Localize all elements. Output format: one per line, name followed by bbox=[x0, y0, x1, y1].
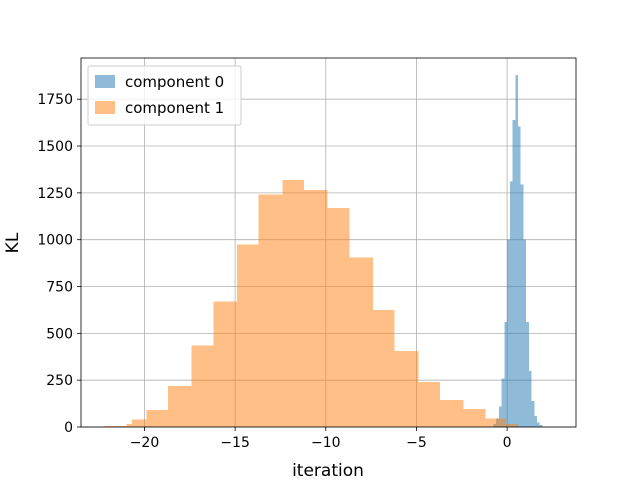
histogram-bar bbox=[526, 322, 529, 427]
y-tick-label: 1250 bbox=[37, 186, 73, 202]
histogram-bar bbox=[520, 184, 524, 427]
histogram-bar bbox=[258, 194, 283, 427]
histogram-bar bbox=[213, 301, 237, 427]
x-tick-label: −5 bbox=[406, 435, 427, 451]
histogram-bar bbox=[501, 378, 505, 427]
y-tick-label: 1500 bbox=[37, 139, 73, 155]
series-1-bars bbox=[104, 179, 518, 427]
legend-label: component 0 bbox=[125, 73, 224, 91]
series-0-bars bbox=[493, 74, 543, 428]
y-tick-label: 250 bbox=[46, 373, 73, 389]
y-axis-ticks: 0 250 500 750 1000 1250 1500 1750 bbox=[37, 92, 81, 436]
y-tick-label: 0 bbox=[64, 420, 73, 436]
histogram-bar bbox=[131, 419, 147, 427]
histogram-bar bbox=[515, 74, 518, 428]
y-tick-label: 750 bbox=[46, 280, 73, 296]
histogram-bar bbox=[537, 422, 540, 427]
histogram-bar bbox=[349, 257, 373, 427]
histogram-bar bbox=[104, 426, 127, 427]
histogram-bar bbox=[418, 382, 441, 427]
histogram-bar bbox=[126, 424, 132, 427]
histogram-bar bbox=[498, 406, 502, 427]
y-tick-label: 1750 bbox=[37, 92, 73, 108]
histogram-bar bbox=[507, 239, 510, 427]
histogram-bar bbox=[505, 424, 518, 427]
histogram-bar bbox=[523, 239, 527, 427]
histogram-bar bbox=[504, 322, 508, 427]
legend-swatch bbox=[95, 75, 115, 88]
x-tick-label: −20 bbox=[130, 435, 160, 451]
histogram-bar bbox=[168, 385, 192, 427]
histogram-bar bbox=[282, 179, 305, 427]
histogram-bar bbox=[539, 425, 543, 427]
legend-swatch bbox=[95, 101, 115, 114]
histogram-bar bbox=[463, 409, 486, 427]
x-axis-ticks: −20 −15 −10 −5 0 bbox=[130, 427, 512, 451]
histogram-bar bbox=[327, 207, 350, 427]
histogram-bar bbox=[512, 119, 516, 427]
plot-frame bbox=[80, 57, 577, 428]
histogram-bar bbox=[394, 351, 419, 427]
histogram-bar bbox=[528, 370, 532, 427]
histogram-bar bbox=[534, 415, 538, 427]
histogram-bar bbox=[517, 126, 521, 428]
histogram-bar bbox=[485, 418, 506, 427]
legend: component 0 component 1 bbox=[87, 65, 242, 126]
x-tick-label: −15 bbox=[220, 435, 250, 451]
y-axis-label: KL bbox=[3, 232, 23, 253]
histogram-bar bbox=[146, 410, 169, 427]
histogram-bars bbox=[104, 74, 543, 428]
histogram-bar bbox=[372, 309, 395, 427]
legend-label: component 1 bbox=[125, 99, 224, 117]
histogram-bar bbox=[191, 345, 214, 427]
legend-box bbox=[87, 65, 242, 126]
histogram-bar bbox=[509, 181, 513, 427]
histogram-bar bbox=[304, 190, 328, 427]
y-tick-label: 500 bbox=[46, 326, 73, 342]
histogram-bar bbox=[440, 399, 464, 427]
y-tick-label: 1000 bbox=[37, 233, 73, 249]
histogram-bar bbox=[236, 244, 259, 427]
x-tick-label: 0 bbox=[503, 435, 512, 451]
histogram-bar bbox=[531, 400, 535, 427]
x-axis-label: iteration bbox=[292, 461, 364, 480]
x-tick-label: −10 bbox=[311, 435, 341, 451]
